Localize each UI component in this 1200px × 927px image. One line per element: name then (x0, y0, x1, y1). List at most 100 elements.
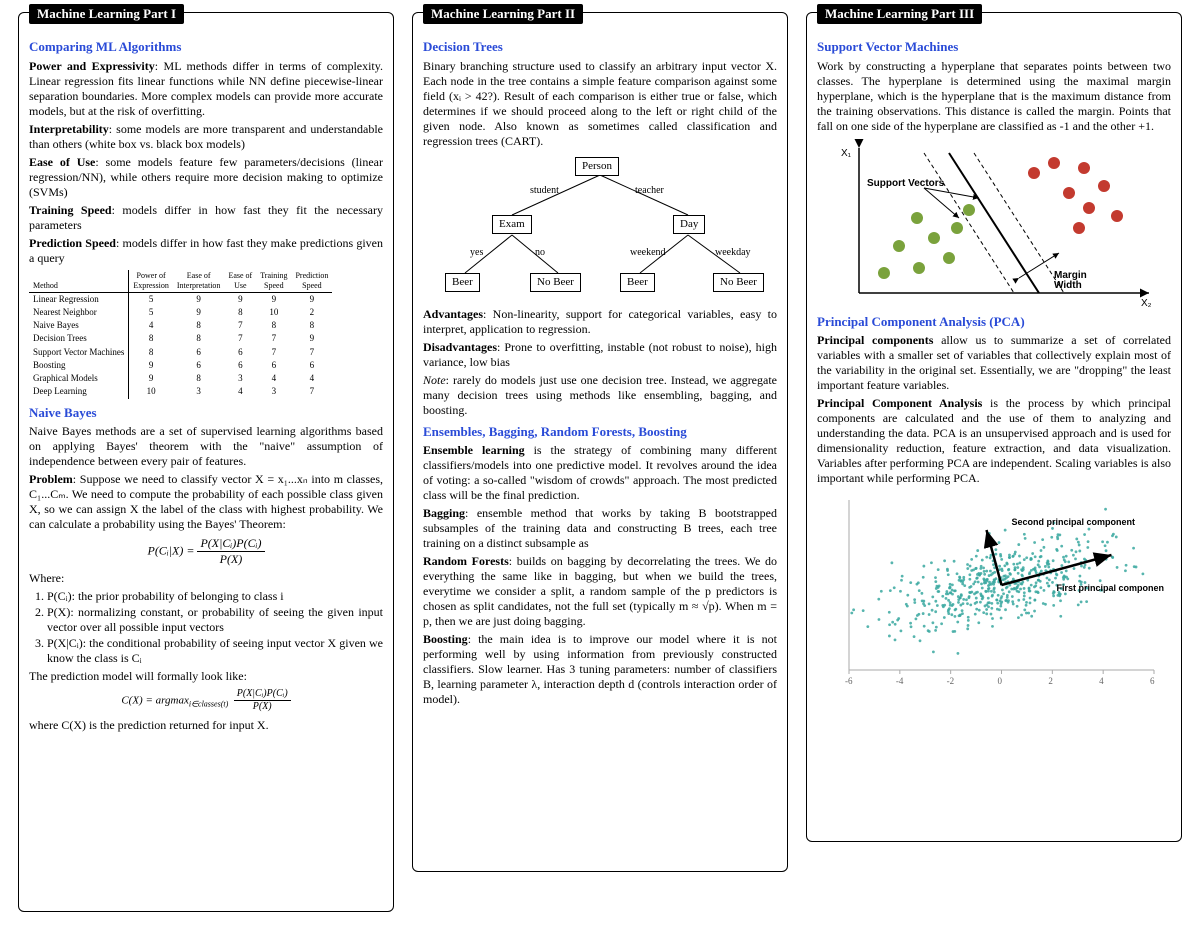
svm-figure: X₁X₂Support VectorsMarginWidth (829, 138, 1159, 308)
svg-text:Support Vectors: Support Vectors (867, 178, 945, 189)
p-pc: Principal components allow us to summari… (817, 333, 1171, 393)
table-row: Nearest Neighbor598102 (29, 306, 332, 319)
lbl-boost: Boosting (423, 632, 468, 646)
edge-yes: yes (470, 247, 483, 260)
p-interp: Interpretability: some models are more t… (29, 122, 383, 152)
cmp-cell: 8 (256, 319, 291, 332)
where-list: P(Cᵢ): the prior probability of belongin… (47, 589, 383, 666)
cmp-cell: 6 (224, 346, 256, 359)
p-ens: Ensemble learning is the strategy of com… (423, 443, 777, 503)
cmp-cell: Decision Trees (29, 332, 129, 345)
cmp-cell: 8 (173, 319, 225, 332)
eq2-frac: P(X|Cᵢ)P(Cᵢ) P(X) (234, 688, 291, 714)
cmp-head-0: Method (29, 270, 129, 293)
cmp-cell: 9 (129, 359, 173, 372)
eq1-den: P(X) (197, 552, 264, 567)
cmp-cell: 7 (291, 385, 332, 398)
txt-boost: : the main idea is to improve our model … (423, 632, 777, 706)
svg-text:4: 4 (1099, 676, 1104, 686)
cmp-cell: 3 (224, 372, 256, 385)
eq2-lhs: C(X) = argmax (121, 694, 189, 706)
cmp-cell: 9 (256, 292, 291, 306)
pred-outro: where C(X) is the prediction returned fo… (29, 718, 383, 733)
txt-problem: : Suppose we need to classify vector X =… (29, 472, 383, 531)
cmp-cell: Graphical Models (29, 372, 129, 385)
p-bag: Bagging: ensemble method that works by t… (423, 506, 777, 551)
cmp-head-3: Ease ofUse (224, 270, 256, 293)
svg-text:-4: -4 (896, 676, 904, 686)
cmp-cell: 6 (173, 359, 225, 372)
cmp-cell: 7 (224, 332, 256, 345)
cmp-cell: 8 (129, 346, 173, 359)
eq1-num: P(X|Cᵢ)P(Cᵢ) (197, 536, 264, 552)
eq1-lhs: P(Cᵢ|X) = (147, 543, 197, 557)
cmp-head-4: TrainingSpeed (256, 270, 291, 293)
cmp-cell: Support Vector Machines (29, 346, 129, 359)
lbl-ens: Ensemble learning (423, 443, 525, 457)
col2-title: Machine Learning Part II (423, 4, 583, 24)
table-row: Linear Regression59999 (29, 292, 332, 306)
lbl-note: Note (423, 373, 446, 387)
cmp-cell: Deep Learning (29, 385, 129, 398)
cmp-cell: 9 (224, 292, 256, 306)
cmp-cell: 8 (129, 332, 173, 345)
lbl-tspeed: Training Speed (29, 203, 112, 217)
cmp-head-5: PredictionSpeed (291, 270, 332, 293)
lbl-ease: Ease of Use (29, 155, 95, 169)
table-row: Graphical Models98344 (29, 372, 332, 385)
p-tspeed: Training Speed: models differ in how fas… (29, 203, 383, 233)
svg-text:0: 0 (998, 676, 1003, 686)
cmp-cell: 6 (256, 359, 291, 372)
edge-weekend: weekend (630, 247, 666, 260)
sec-pca: Principal Component Analysis (PCA) (817, 314, 1171, 330)
p-dis: Disadvantages: Prone to overfitting, ins… (423, 340, 777, 370)
col1-title: Machine Learning Part I (29, 4, 184, 24)
sec-comparing: Comparing ML Algorithms (29, 39, 383, 55)
sec-decision-trees: Decision Trees (423, 39, 777, 55)
cmp-cell: Boosting (29, 359, 129, 372)
where-li2: P(X): normalizing constant, or probabili… (47, 605, 383, 635)
tree-l: Exam (492, 215, 532, 235)
svm-intro: Work by constructing a hyperplane that s… (817, 59, 1171, 134)
col-2: Machine Learning Part II Decision Trees … (412, 12, 788, 872)
p-pca: Principal Component Analysis is the proc… (817, 396, 1171, 486)
cmp-cell: 7 (291, 346, 332, 359)
cmp-cell: 9 (173, 292, 225, 306)
pca-figure: -6-4-20246Second principal componentFirs… (824, 490, 1164, 690)
cmp-cell: Nearest Neighbor (29, 306, 129, 319)
svg-text:-2: -2 (947, 676, 954, 686)
tree-lr: No Beer (530, 273, 581, 293)
cmp-cell: 4 (129, 319, 173, 332)
lbl-problem: Problem (29, 472, 73, 486)
cmp-cell: Naive Bayes (29, 319, 129, 332)
txt-bag: : ensemble method that works by taking B… (423, 506, 777, 550)
lbl-bag: Bagging (423, 506, 465, 520)
cmp-cell: 9 (291, 332, 332, 345)
eq1-frac: P(X|Cᵢ)P(Cᵢ) P(X) (197, 536, 264, 567)
lbl-rf: Random Forests (423, 554, 509, 568)
edge-no: no (535, 247, 545, 260)
col-1: Machine Learning Part I Comparing ML Alg… (18, 12, 394, 912)
p-rf: Random Forests: builds on bagging by dec… (423, 554, 777, 629)
cmp-cell: 6 (224, 359, 256, 372)
dt-intro: Binary branching structure used to class… (423, 59, 777, 149)
nb-problem: Problem: Suppose we need to classify vec… (29, 472, 383, 532)
p-note: Note: rarely do models just use one deci… (423, 373, 777, 418)
txt-note: : rarely do models just use one decision… (423, 373, 777, 417)
cmp-cell: 4 (291, 372, 332, 385)
bayes-equation: P(Cᵢ|X) = P(X|Cᵢ)P(Cᵢ) P(X) (29, 536, 383, 567)
svg-text:Width: Width (1054, 280, 1082, 291)
cmp-head-2: Ease ofInterpretation (173, 270, 225, 293)
edge-student: student (530, 185, 559, 198)
tree-rl: Beer (620, 273, 655, 293)
where-li1: P(Cᵢ): the prior probability of belongin… (47, 589, 383, 604)
tree-r: Day (673, 215, 705, 235)
p-ease: Ease of Use: some models feature few par… (29, 155, 383, 200)
sec-naive-bayes: Naive Bayes (29, 405, 383, 421)
cmp-cell: Linear Regression (29, 292, 129, 306)
cmp-cell: 5 (129, 306, 173, 319)
cmp-cell: 7 (256, 346, 291, 359)
table-row: Support Vector Machines86677 (29, 346, 332, 359)
cmp-cell: 9 (129, 372, 173, 385)
cmp-cell: 4 (224, 385, 256, 398)
